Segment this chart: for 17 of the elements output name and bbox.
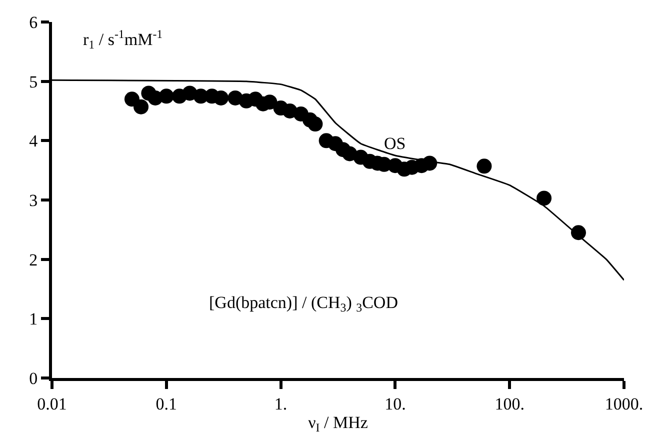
x-tick-label: 0.1 [156,394,178,414]
x-tick-label: 10. [384,394,406,414]
y-tick-label: 5 [29,72,38,92]
y-axis-title: r$_{1}$ / s$^{-1}$mM$^{-1}$ [83,27,163,52]
y-tick-label: 6 [29,12,38,32]
y-tick-label: 3 [29,190,38,210]
annotation: [Gd(bpatcn)] / (CH$_{3}$) $_{3}$COD [209,293,398,315]
y-tick-label: 2 [29,250,38,270]
x-tick-label: 100. [494,394,524,414]
x-tick-label: 1. [274,394,288,414]
y-tick-label: 0 [29,368,38,388]
y-tick-label: 4 [29,132,38,151]
annotation: OS [384,134,406,153]
x-tick-label: 1000. [604,394,644,414]
x-axis-title: ν$_{I}$ / MHz [308,412,368,434]
y-tick-label: 1 [29,310,38,329]
x-tick-label: 0.01 [37,394,67,414]
